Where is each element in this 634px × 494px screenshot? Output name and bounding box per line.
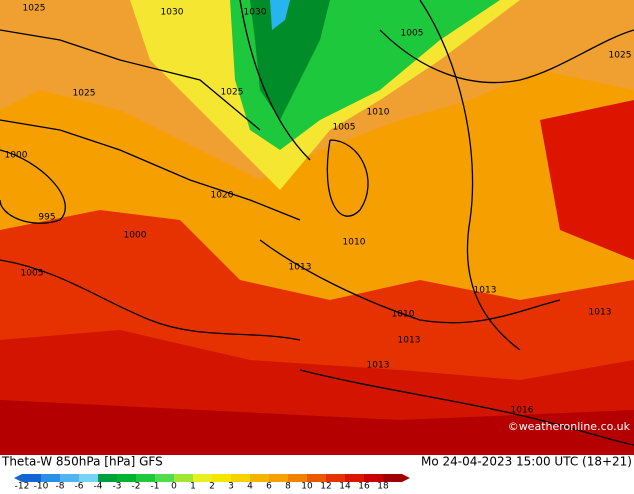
isobar-label: 1000 (124, 231, 147, 241)
isobar-label: 1025 (73, 89, 96, 99)
isobar-label: 1000 (5, 151, 28, 161)
isobar-label: 1025 (609, 51, 632, 61)
colorbar-swatch (326, 474, 345, 482)
colorbar-label: 0 (171, 482, 177, 491)
colorbar-label: -12 (15, 482, 30, 491)
colorbar-label: -4 (94, 482, 103, 491)
colorbar-swatch (231, 474, 250, 482)
isobar-label: 1020 (211, 191, 234, 201)
isobar-label: 1013 (474, 286, 497, 296)
colorbar-label: 2 (209, 482, 215, 491)
colorbar-label: -6 (75, 482, 84, 491)
map-background (0, 0, 634, 455)
footer-bg (0, 455, 634, 490)
isobar-label: 1016 (511, 406, 534, 416)
colorbar-swatch (41, 474, 60, 482)
isobar-label: 1025 (221, 88, 244, 98)
isobar-label: 1010 (343, 238, 366, 248)
colorbar-swatch (212, 474, 231, 482)
isobar-label: 1005 (333, 123, 356, 133)
colorbar-label: 18 (377, 482, 389, 491)
credit: ©weatheronline.co.uk (508, 420, 631, 433)
colorbar-label: 16 (358, 482, 370, 491)
colorbar-label: -8 (56, 482, 65, 491)
isobar-label: 1010 (367, 108, 390, 118)
colorbar-label: 8 (285, 482, 291, 491)
datetime: Mo 24-04-2023 15:00 UTC (18+21) (421, 455, 632, 469)
colorbar-label: 10 (301, 482, 313, 491)
colorbar-swatch (250, 474, 269, 482)
map-title: Theta-W 850hPa [hPa] GFS (1, 455, 163, 469)
colorbar-label: -3 (113, 482, 122, 491)
colorbar-swatch (155, 474, 174, 482)
colorbar-swatch (136, 474, 155, 482)
colorbar-swatch (98, 474, 117, 482)
colorbar-swatch (174, 474, 193, 482)
colorbar: -12 -10 -8 -6 -4 -3 -2 -1 0 1 2 3 4 6 8 10 12 14 16 18 (14, 474, 410, 492)
isobar-label: 1030 (244, 8, 267, 18)
colorbar-swatch (79, 474, 98, 482)
colorbar-label: -10 (34, 482, 49, 491)
colorbar-swatch (193, 474, 212, 482)
isobar-label: 1025 (23, 4, 46, 14)
colorbar-swatch (345, 474, 364, 482)
colorbar-swatch (364, 474, 383, 482)
colorbar-swatch (22, 474, 41, 482)
colorbar-label: 14 (339, 482, 351, 491)
colorbar-label: 6 (266, 482, 272, 491)
colorbar-label: 12 (320, 482, 331, 491)
colorbar-label: 4 (247, 482, 253, 491)
colorbar-swatch (60, 474, 79, 482)
isobar-label: 1010 (392, 310, 415, 320)
isobar-label: 1030 (161, 8, 184, 18)
colorbar-swatch (288, 474, 307, 482)
colorbar-label: 1 (190, 482, 196, 491)
isobar-label: 1013 (367, 361, 390, 371)
colorbar-arrow-right (402, 474, 410, 482)
colorbar-label: 3 (228, 482, 234, 491)
isobar-labels: 1025 1030 1030 1005 1025 1025 1025 1010 1005 1000… (5, 4, 632, 416)
colorbar-label: -2 (132, 482, 141, 491)
isobar-label: 995 (38, 213, 55, 223)
colorbar-arrow-left (14, 474, 22, 482)
isobar-label: 1013 (289, 263, 312, 273)
colorbar-swatch (117, 474, 136, 482)
isobar-label: 1013 (398, 336, 421, 346)
colorbar-swatch (383, 474, 402, 482)
isobar-label: 1005 (401, 29, 424, 39)
isobar-label: 1005 (21, 269, 44, 279)
colorbar-swatch (269, 474, 288, 482)
colorbar-swatch (307, 474, 326, 482)
colorbar-label: -1 (151, 482, 160, 491)
isobar-label: 1013 (589, 308, 612, 318)
